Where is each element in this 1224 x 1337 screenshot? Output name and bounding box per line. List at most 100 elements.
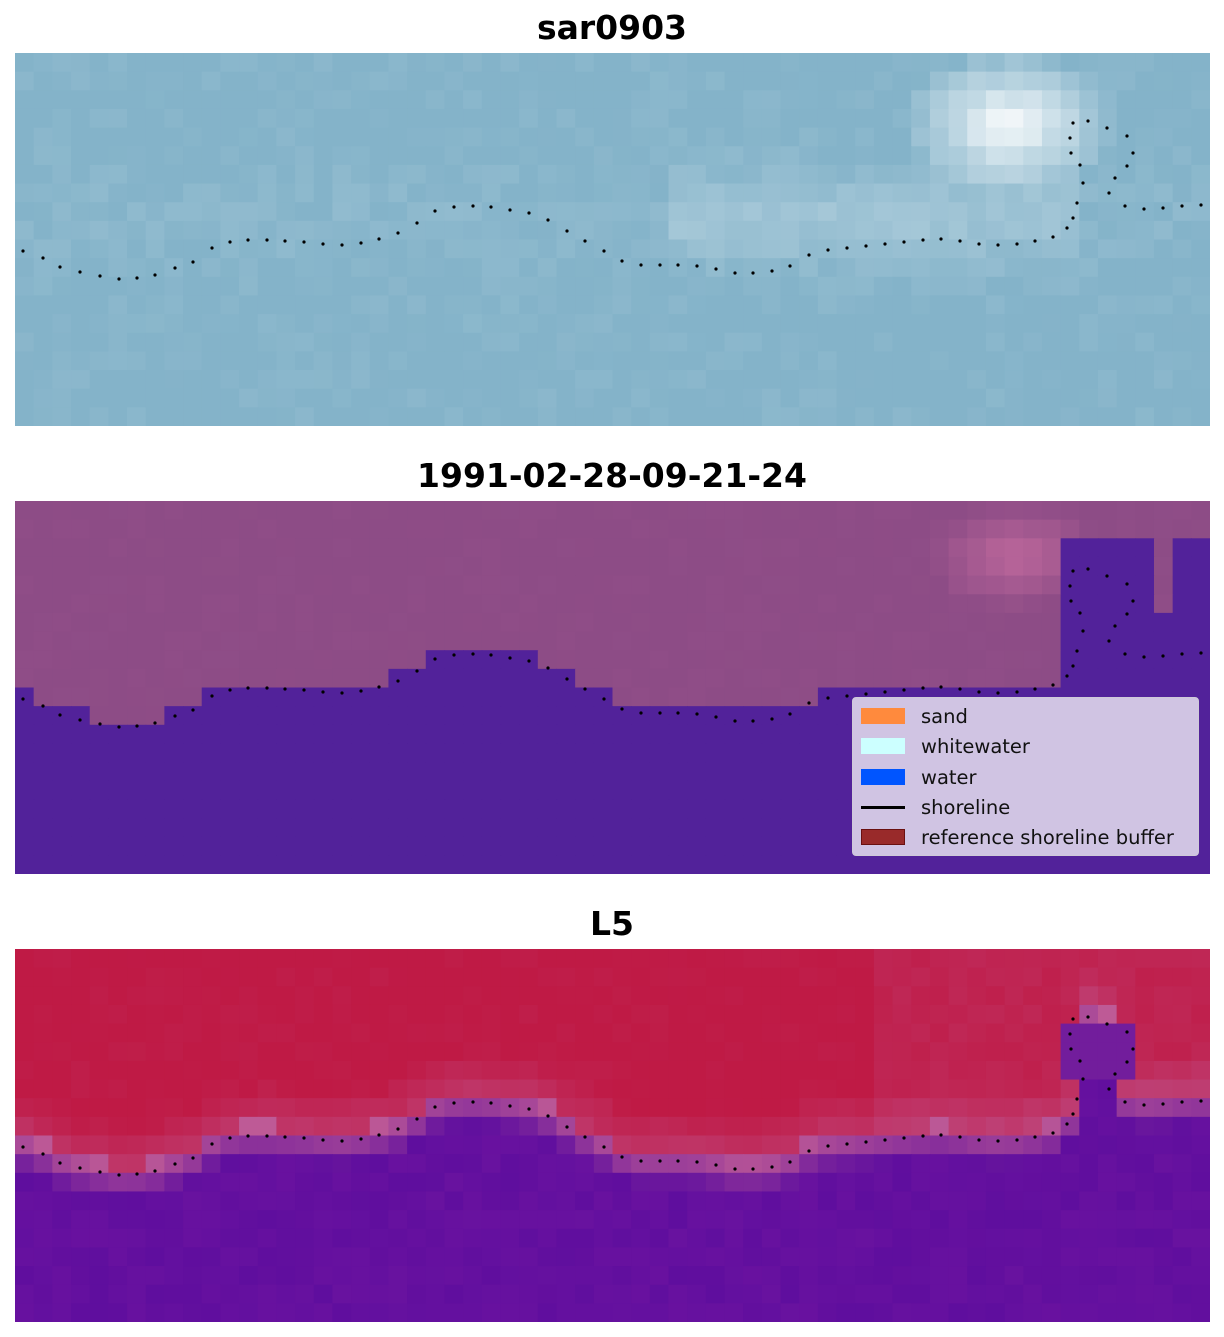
raster-pixel bbox=[1116, 1042, 1136, 1062]
raster-pixel bbox=[799, 108, 819, 129]
raster-pixel bbox=[761, 1303, 782, 1322]
raster-pixel bbox=[817, 594, 838, 614]
raster-pixel bbox=[612, 575, 632, 595]
raster-pixel bbox=[500, 967, 520, 987]
raster-pixel bbox=[873, 220, 894, 241]
raster-pixel bbox=[929, 1172, 950, 1193]
raster-pixel bbox=[257, 575, 278, 595]
raster-pixel bbox=[724, 612, 744, 633]
raster-pixel bbox=[388, 1023, 408, 1043]
raster-pixel bbox=[183, 986, 203, 1006]
raster-pixel bbox=[1172, 53, 1192, 73]
raster-pixel bbox=[351, 538, 371, 558]
raster-pixel bbox=[425, 612, 446, 633]
raster-pixel bbox=[1153, 146, 1174, 166]
raster-pixel bbox=[911, 1228, 931, 1248]
raster-pixel bbox=[1023, 295, 1043, 315]
raster-pixel bbox=[500, 1154, 520, 1174]
raster-pixel bbox=[89, 1154, 109, 1174]
raster-pixel bbox=[724, 538, 744, 558]
raster-pixel bbox=[612, 1284, 632, 1304]
raster-pixel bbox=[612, 220, 632, 241]
raster-pixel bbox=[52, 71, 72, 91]
raster-pixel bbox=[705, 818, 726, 838]
raster-pixel bbox=[724, 370, 744, 390]
raster-pixel bbox=[780, 855, 800, 874]
raster-pixel bbox=[276, 1172, 296, 1193]
raster-pixel bbox=[1004, 370, 1024, 390]
raster-pixel bbox=[201, 1191, 221, 1211]
raster-pixel bbox=[1060, 1191, 1080, 1211]
raster-pixel bbox=[1023, 1191, 1043, 1211]
raster-pixel bbox=[183, 762, 203, 782]
raster-pixel bbox=[668, 1303, 688, 1322]
raster-pixel bbox=[71, 1154, 91, 1174]
raster-pixel bbox=[1097, 1210, 1118, 1230]
raster-pixel bbox=[705, 239, 726, 259]
raster-pixel bbox=[351, 799, 371, 819]
raster-pixel bbox=[425, 164, 446, 185]
raster-pixel bbox=[836, 706, 856, 726]
raster-pixel bbox=[1060, 332, 1080, 352]
raster-pixel bbox=[257, 594, 278, 614]
raster-pixel bbox=[1023, 1023, 1043, 1043]
raster-pixel bbox=[817, 986, 838, 1006]
raster-pixel bbox=[463, 762, 483, 782]
raster-pixel bbox=[388, 1191, 408, 1211]
raster-pixel bbox=[425, 1247, 446, 1267]
raster-pixel bbox=[52, 370, 72, 390]
raster-pixel bbox=[1116, 1116, 1136, 1137]
raster-pixel bbox=[1004, 1210, 1024, 1230]
raster-pixel bbox=[1004, 1284, 1024, 1304]
raster-pixel bbox=[780, 71, 800, 91]
raster-pixel bbox=[444, 108, 464, 129]
raster-pixel bbox=[351, 370, 371, 390]
raster-pixel bbox=[780, 1154, 800, 1174]
raster-pixel bbox=[71, 71, 91, 91]
raster-pixel bbox=[948, 650, 968, 670]
raster-pixel bbox=[369, 146, 390, 166]
raster-pixel bbox=[351, 183, 371, 203]
raster-pixel bbox=[948, 1210, 968, 1230]
raster-pixel bbox=[799, 90, 819, 110]
raster-pixel bbox=[407, 1284, 427, 1304]
raster-pixel bbox=[799, 1060, 819, 1081]
raster-pixel bbox=[1191, 1210, 1210, 1230]
shoreline-point bbox=[639, 711, 643, 715]
raster-pixel bbox=[276, 1098, 296, 1118]
raster-pixel bbox=[201, 855, 221, 874]
raster-pixel bbox=[463, 239, 483, 259]
raster-pixel bbox=[220, 594, 240, 614]
raster-pixel bbox=[351, 650, 371, 670]
raster-pixel bbox=[649, 967, 670, 987]
raster-pixel bbox=[183, 1172, 203, 1193]
raster-pixel bbox=[89, 949, 109, 969]
raster-pixel bbox=[612, 108, 632, 129]
raster-pixel bbox=[892, 1172, 912, 1193]
raster-pixel bbox=[500, 370, 520, 390]
raster-pixel bbox=[295, 295, 315, 315]
raster-pixel bbox=[687, 949, 707, 969]
raster-pixel bbox=[855, 407, 875, 426]
raster-pixel bbox=[369, 71, 390, 91]
raster-pixel bbox=[1041, 220, 1062, 241]
raster-pixel bbox=[444, 183, 464, 203]
raster-pixel bbox=[743, 967, 763, 987]
raster-pixel bbox=[1023, 258, 1043, 278]
raster-pixel bbox=[127, 1098, 147, 1118]
raster-pixel bbox=[873, 1303, 894, 1322]
raster-pixel bbox=[761, 1004, 782, 1025]
raster-pixel bbox=[89, 220, 109, 241]
raster-pixel bbox=[313, 71, 334, 91]
raster-pixel bbox=[575, 501, 595, 521]
raster-pixel bbox=[1116, 146, 1136, 166]
raster-pixel bbox=[761, 1191, 782, 1211]
raster-pixel bbox=[444, 575, 464, 595]
raster-pixel bbox=[1079, 53, 1099, 73]
raster-pixel bbox=[743, 1303, 763, 1322]
raster-pixel bbox=[817, 724, 838, 745]
raster-pixel bbox=[705, 1098, 726, 1118]
raster-pixel bbox=[1172, 1172, 1192, 1193]
raster-pixel bbox=[388, 519, 408, 539]
raster-pixel bbox=[855, 1303, 875, 1322]
